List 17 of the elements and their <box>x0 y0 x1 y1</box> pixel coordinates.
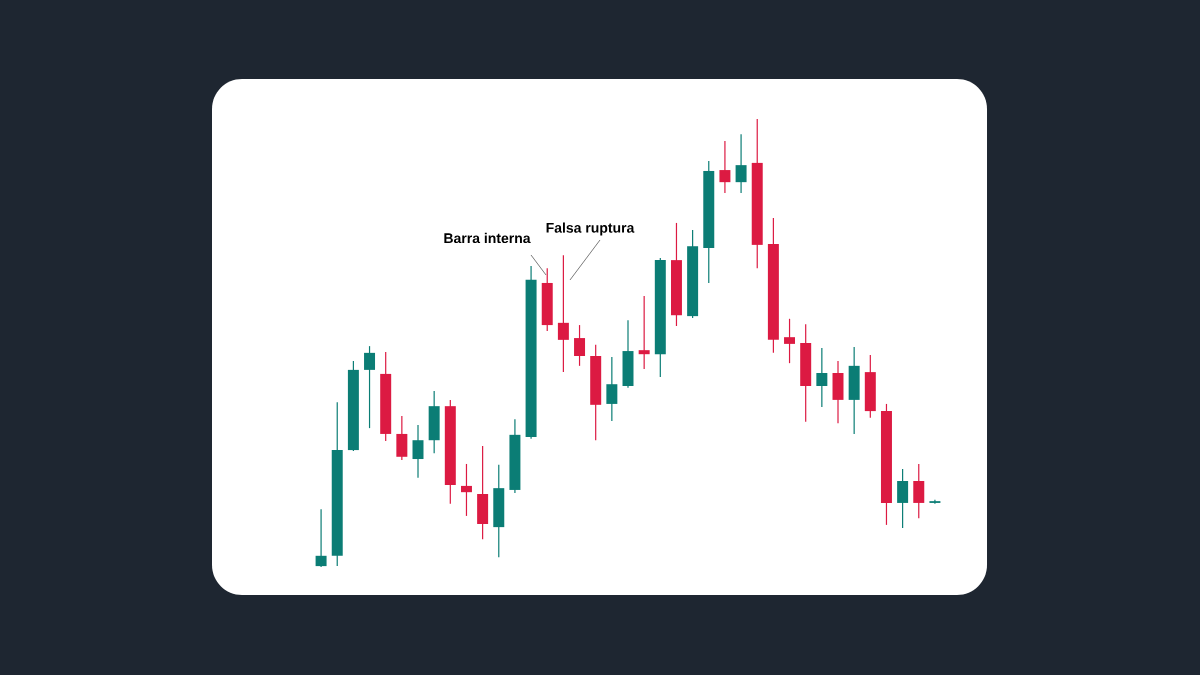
candlestick <box>574 324 586 367</box>
candlestick <box>897 468 909 529</box>
candlestick <box>719 140 731 194</box>
candlestick <box>460 463 472 517</box>
candlestick <box>412 424 424 479</box>
candlestick <box>735 133 747 194</box>
candlestick <box>364 345 376 429</box>
candlestick <box>557 254 569 373</box>
candlestick <box>606 356 618 422</box>
candlestick <box>784 318 796 364</box>
candlestick <box>638 295 650 370</box>
candlestick <box>913 463 925 519</box>
candlestick <box>816 347 828 408</box>
annotation: Falsa ruptura <box>546 222 635 236</box>
candlestick <box>315 508 327 568</box>
annotation: Barra interna <box>444 232 531 244</box>
candlestick <box>396 415 408 461</box>
